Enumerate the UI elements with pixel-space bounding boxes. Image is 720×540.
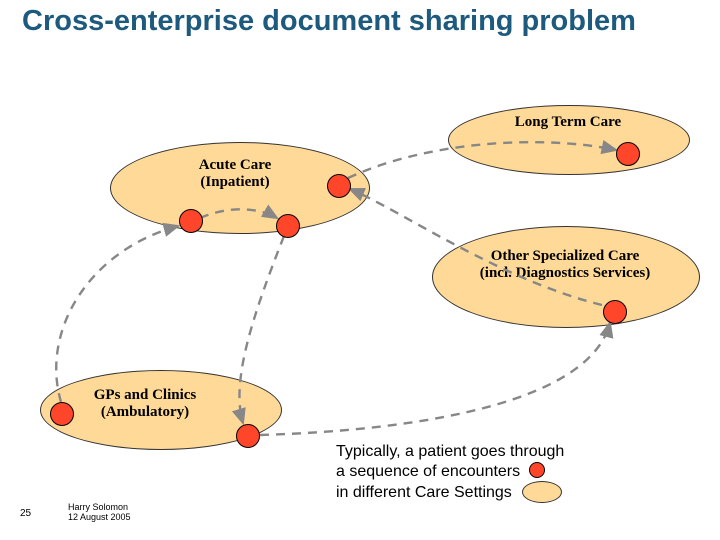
footer-credit: Harry Solomon 12 August 2005: [68, 502, 131, 523]
slide-stage: Cross-enterprise document sharing proble…: [0, 0, 720, 540]
body-line1: Typically, a patient goes through: [336, 442, 716, 462]
marker-gps2: [236, 424, 260, 448]
footer-author: Harry Solomon: [68, 502, 128, 512]
label-acute-care: Acute Care (Inpatient): [150, 157, 320, 192]
legend-encounter-icon: [529, 462, 545, 478]
label-gps-line2: (Ambulatory): [101, 404, 189, 420]
slide-title: Cross-enterprise document sharing proble…: [22, 6, 672, 38]
label-gps-line1: GPs and Clinics: [94, 387, 197, 403]
arrow-gps2-to-other: [260, 323, 610, 435]
body-line3: in different Care Settings: [336, 482, 716, 504]
label-other-specialized: Other Specialized Care (incl. Diagnostic…: [440, 248, 690, 283]
marker-gps1: [50, 402, 74, 426]
label-gps-clinics: GPs and Clinics (Ambulatory): [60, 387, 230, 422]
label-long-term-care: Long Term Care: [448, 114, 688, 131]
footer-date: 12 August 2005: [68, 512, 131, 522]
marker-acute3: [276, 214, 300, 238]
marker-acute1: [327, 174, 351, 198]
body-text: Typically, a patient goes through a sequ…: [336, 442, 716, 504]
label-acute-line2: (Inpatient): [200, 174, 269, 190]
body-line2: a sequence of encounters: [336, 462, 716, 482]
marker-other: [603, 300, 627, 324]
legend-care-setting-icon: [522, 481, 562, 503]
page-number: 25: [20, 508, 31, 519]
marker-ltc: [616, 142, 640, 166]
label-acute-line1: Acute Care: [199, 157, 272, 173]
label-other-line2: (incl. Diagnostics Services): [480, 265, 650, 281]
marker-acute2: [179, 209, 203, 233]
label-other-line1: Other Specialized Care: [491, 248, 640, 264]
